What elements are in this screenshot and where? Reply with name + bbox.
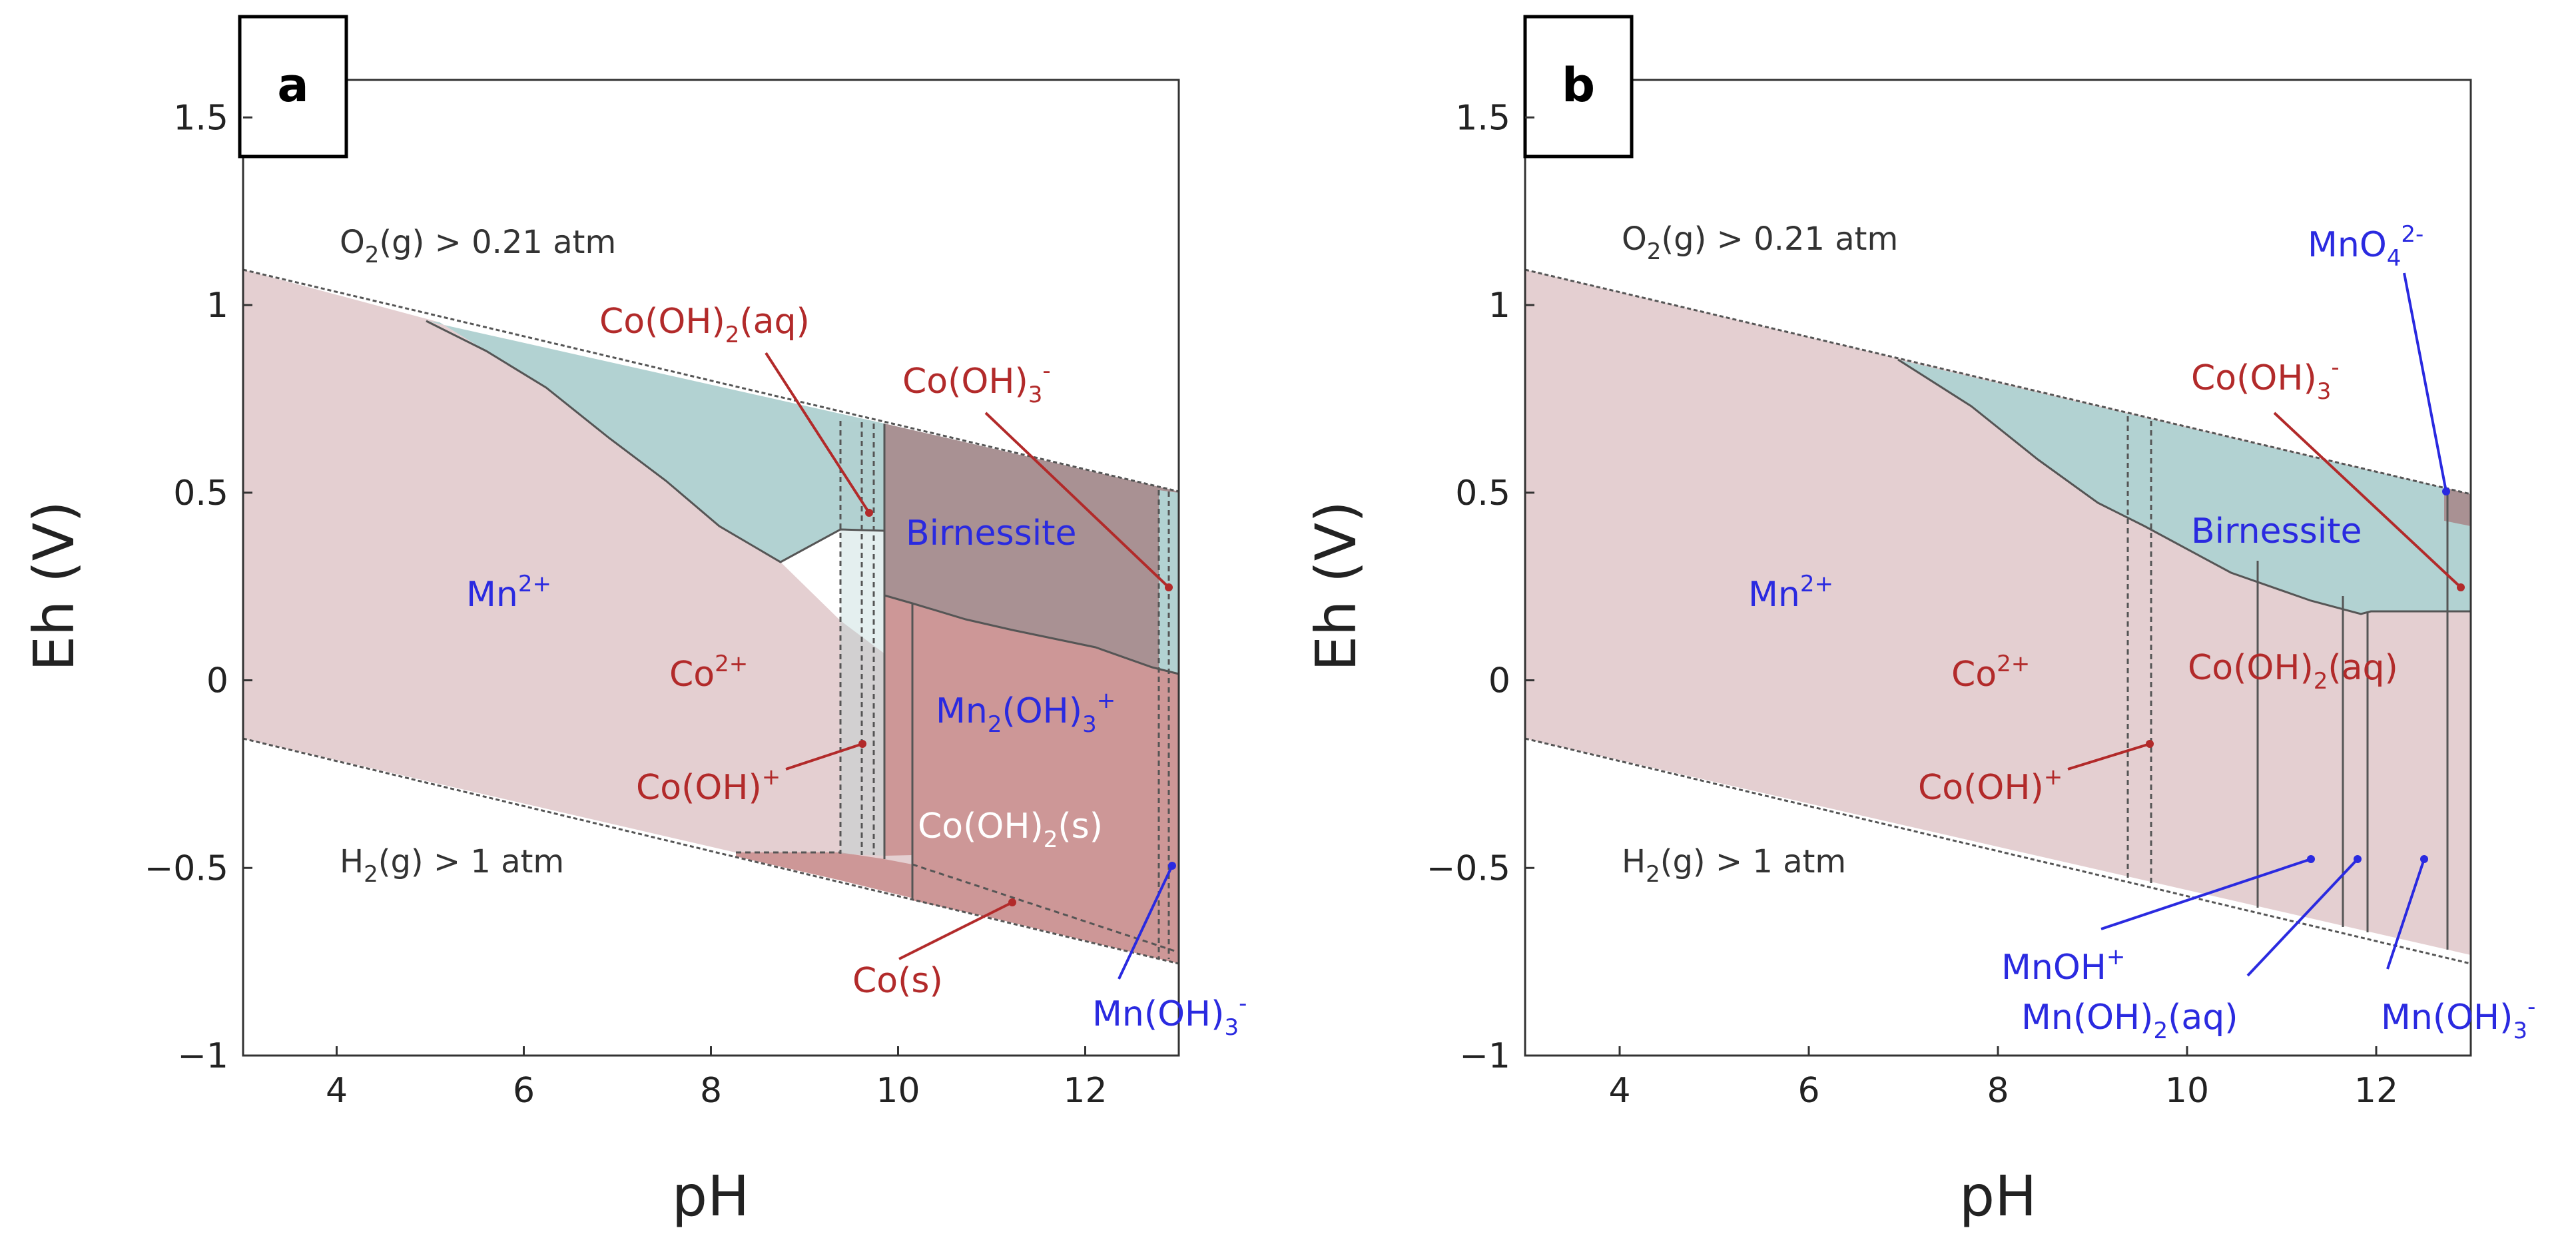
- panel-a: a 4 6 8 10 12 −1 −0.5 0 0.5 1 1.5 pH Eh (V) O2(g) …: [21, 15, 1247, 1229]
- ylabel-a: Eh (V): [21, 501, 87, 671]
- ytick-label-a-0: −1: [177, 1036, 228, 1076]
- xtick-label-a-4: 12: [1063, 1071, 1107, 1111]
- arrowhead-mnoh3-b: [2420, 855, 2428, 863]
- arrow-cooh3-b: [2273, 412, 2462, 589]
- panel-letter-b: b: [1562, 58, 1595, 113]
- label-birnessite-a: Birnessite: [906, 513, 1077, 553]
- ytick-label-b-4: 1: [1488, 286, 1510, 326]
- xtick-label-b-0: 4: [1608, 1071, 1630, 1111]
- panel-letter-box-b: [1523, 15, 1634, 158]
- o2-line-b: [1524, 268, 2471, 495]
- region-mn2oh3: [884, 595, 912, 856]
- xlabel-b: pH: [1959, 1163, 2037, 1229]
- arrowhead-cos-a: [1008, 898, 1016, 906]
- ylabel-b: Eh (V): [1303, 501, 1369, 671]
- region-birnessite-b: [1898, 360, 2471, 614]
- arrow-mnoh-b: [2100, 858, 2312, 930]
- mn-birnessite-boundary-a: [426, 320, 885, 563]
- ytick-label-b-1: −0.5: [1427, 848, 1510, 888]
- h2-line-a: [242, 737, 1179, 965]
- xtick-label-a-0: 4: [326, 1071, 348, 1111]
- label-cooh3-a: Co(OH)3-: [902, 358, 1051, 408]
- label-cooh3-b: Co(OH)3-: [2191, 354, 2340, 405]
- arrow-cooh-a: [785, 743, 863, 771]
- ytick-label-a-2: 0: [206, 661, 228, 701]
- panel-letter-a: a: [277, 58, 308, 113]
- arrow-cooh3-a: [984, 412, 1170, 589]
- region-birnessite: [426, 321, 884, 562]
- region-birnessite-brown: [884, 424, 1179, 674]
- ticks-b: 4 6 8 10 12 −1 −0.5 0 0.5 1 1.5: [1427, 98, 2398, 1111]
- region-cooh2s: [912, 603, 1179, 959]
- region-teal-right: [1159, 490, 1179, 674]
- arrow-cooh-b: [2067, 743, 2150, 771]
- arrowhead-cooh3-b: [2457, 583, 2465, 591]
- xtick-label-b-4: 12: [2354, 1071, 2398, 1111]
- xlabel-a: pH: [672, 1163, 749, 1229]
- arrowhead-mnoh2aq-b: [2354, 855, 2362, 863]
- xtick-label-a-2: 8: [700, 1071, 722, 1111]
- label-co2-a: Co2+: [669, 651, 748, 695]
- region-cos: [736, 852, 1179, 964]
- ticks-a: 4 6 8 10 12 −1 −0.5 0 0.5 1 1.5: [145, 98, 1108, 1111]
- label-cooh-a: Co(OH)+: [636, 764, 781, 808]
- ytick-label-a-1: −0.5: [145, 848, 228, 888]
- arrow-mno4-b: [2403, 272, 2447, 492]
- xtick-label-a-1: 6: [513, 1071, 535, 1111]
- xtick-label-b-3: 10: [2165, 1071, 2209, 1111]
- label-mn2-b: Mn2+: [1748, 571, 1833, 615]
- arrow-cos-a: [898, 901, 1013, 960]
- label-cooh-b: Co(OH)+: [1918, 764, 2063, 808]
- ytick-label-b-0: −1: [1459, 1036, 1510, 1076]
- label-o2-a: O2(g) > 0.21 atm: [340, 224, 616, 268]
- arrowhead-cooh2aq-a: [865, 509, 873, 517]
- arrowhead-cooh-a: [858, 740, 866, 748]
- arrow-mnoh3-b: [2386, 858, 2425, 970]
- arrow-mnoh2aq-b: [2246, 858, 2359, 977]
- label-o2-b: O2(g) > 0.21 atm: [1622, 220, 1898, 265]
- label-mn2oh3-a: Mn2(OH)3+: [936, 687, 1116, 738]
- label-mnoh3-b: Mn(OH)3-: [2381, 994, 2535, 1044]
- label-mn2-a: Mn2+: [466, 571, 551, 615]
- arrow-mnoh3-a: [1118, 865, 1173, 980]
- panel-letter-box-a: [238, 15, 348, 158]
- label-cooh2s-a: Co(OH)2(s): [918, 806, 1103, 853]
- o2-line-a: [242, 268, 1179, 493]
- arrow-cooh2aq-a: [765, 352, 870, 514]
- ytick-label-b-5: 1.5: [1455, 98, 1510, 138]
- cos-top-a: [912, 863, 1179, 954]
- label-mno4-b: MnO42-: [2308, 221, 2423, 272]
- label-birnessite-b: Birnessite: [2191, 511, 2362, 551]
- xtick-label-a-3: 10: [876, 1071, 920, 1111]
- xtick-label-b-2: 8: [1987, 1071, 2009, 1111]
- mn-birnessite-boundary-b: [1897, 358, 2471, 615]
- label-cooh2aq-a: Co(OH)2(aq): [599, 302, 810, 348]
- label-h2-b: H2(g) > 1 atm: [1622, 843, 1846, 888]
- label-mnoh3-a: Mn(OH)3-: [1092, 990, 1247, 1041]
- label-cooh2aq-b: Co(OH)2(aq): [2188, 648, 2398, 695]
- arrowhead-cooh-b: [2146, 740, 2154, 748]
- ytick-label-a-3: 0.5: [173, 473, 228, 513]
- arrowhead-mnoh3-a: [1168, 862, 1176, 870]
- label-mnoh-b: MnOH+: [2001, 944, 2125, 988]
- region-mno4-b: [2444, 487, 2471, 526]
- arrowhead-cooh3-a: [1165, 583, 1173, 591]
- panel-b: b 4 6 8 10 12 −1 −0.5 0 0.5 1 1.5 pH Eh (V) O2(g) …: [1303, 15, 2535, 1229]
- xtick-label-b-1: 6: [1797, 1071, 1819, 1111]
- label-cos-a: Co(s): [852, 961, 943, 1001]
- label-mnoh2aq-b: Mn(OH)2(aq): [2021, 998, 2238, 1044]
- label-h2-a: H2(g) > 1 atm: [340, 843, 564, 888]
- ytick-label-a-5: 1.5: [173, 98, 228, 138]
- arrowhead-mno4-b: [2442, 487, 2450, 495]
- label-co2-b: Co2+: [1951, 651, 2030, 695]
- ytick-label-b-2: 0: [1488, 661, 1510, 701]
- arrowhead-mnoh-b: [2307, 855, 2315, 863]
- ytick-label-a-4: 1: [206, 286, 228, 326]
- h2-line-b: [1524, 737, 2471, 965]
- ytick-label-b-3: 0.5: [1455, 473, 1510, 513]
